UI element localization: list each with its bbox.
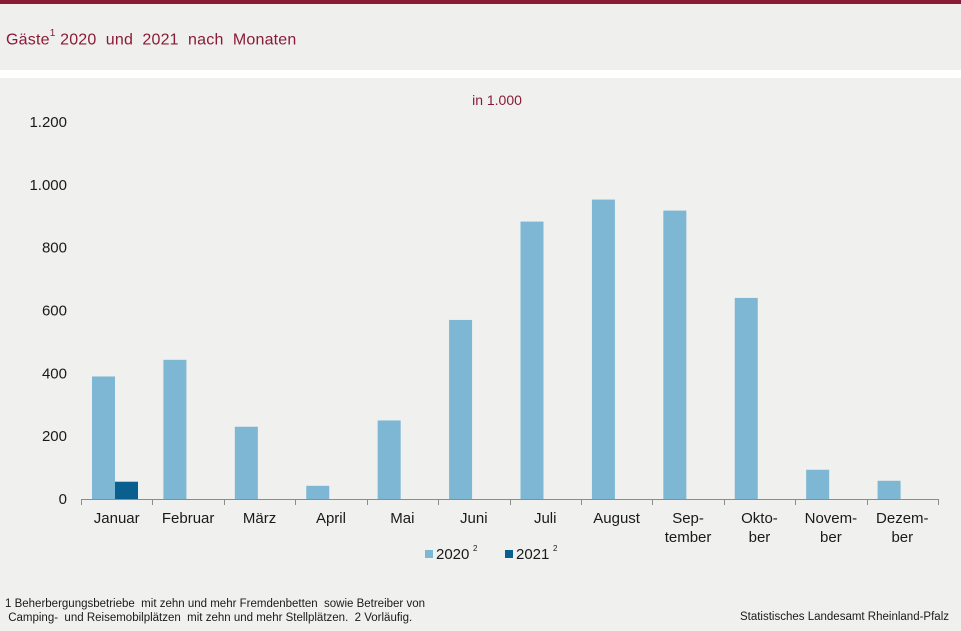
footnote-line-2: Camping- und Reisemobilplätzen mit zehn … [5, 612, 413, 624]
x-tick-label: ber [891, 529, 913, 546]
title-text-rest: 2020 und 2021 nach Monaten [55, 31, 297, 49]
x-tick-label: Februar [162, 510, 215, 527]
title-footnote-marker: 1 [49, 28, 56, 39]
x-tick-label: ber [749, 529, 771, 546]
bar-2020-10 [806, 469, 830, 499]
y-tick-label: 800 [42, 240, 67, 257]
x-tick-label: Dezem- [876, 510, 929, 527]
x-tick-label: August [593, 510, 641, 527]
bar-2020-7 [591, 199, 615, 499]
bar-2020-2 [234, 426, 258, 499]
bar-2020-8 [663, 210, 687, 499]
bar-2020-1 [163, 359, 187, 499]
x-tick-label: April [316, 510, 346, 527]
bar-2020-9 [734, 297, 758, 499]
bar-2020-0 [92, 376, 115, 499]
y-tick-label: 400 [42, 365, 67, 382]
bar-2020-3 [306, 485, 330, 499]
title-bar: Gäste1 2020 und 2021 nach Monaten [0, 4, 961, 70]
x-tick-label: tember [665, 529, 712, 546]
chart-area: in 1.000 0 200 400 600 800 1.000 1.200 Januar Feb… [0, 78, 961, 631]
bar-2020-5 [449, 319, 473, 499]
x-tick-label: Okto- [741, 510, 778, 527]
footnote: 1 Beherbergungsbetriebe mit zehn und meh… [5, 597, 525, 625]
x-tick-label: Novem- [805, 510, 858, 527]
legend-sup-2021: 2 [553, 544, 558, 553]
legend-label-2021: 2021 [516, 546, 549, 563]
legend-label-2020: 2020 [436, 546, 469, 563]
title-text: Gäste [6, 31, 50, 49]
top-rule [0, 0, 961, 4]
y-tick-label: 1.000 [29, 177, 67, 194]
x-tick-label: Januar [94, 510, 140, 527]
bar-chart: in 1.000 0 200 400 600 800 1.000 1.200 Januar Feb… [29, 92, 939, 563]
separator [0, 70, 961, 78]
x-tick-label: Mai [390, 510, 414, 527]
x-tick-label: Juni [460, 510, 488, 527]
source-label: Statistisches Landesamt Rheinland-Pfalz [739, 611, 949, 623]
y-tick-label: 600 [42, 303, 67, 320]
y-tick-label: 1.200 [29, 114, 67, 131]
y-tick-label: 200 [42, 428, 67, 445]
x-tick-label: März [243, 510, 276, 527]
x-tick-label: Sep- [672, 510, 704, 527]
y-tick-label: 0 [59, 491, 67, 508]
bar-2021-0 [115, 481, 138, 499]
legend-swatch-2021 [505, 550, 513, 558]
x-tick-label: Juli [534, 510, 557, 527]
x-tick-label: ber [820, 529, 842, 546]
page-title: Gäste1 2020 und 2021 nach Monaten [6, 28, 297, 49]
unit-label: in 1.000 [472, 92, 522, 108]
footnote-line-1: 1 Beherbergungsbetriebe mit zehn und meh… [5, 598, 425, 610]
legend-swatch-2020 [425, 550, 433, 558]
bar-2020-11 [877, 480, 901, 499]
bar-2020-6 [520, 221, 544, 500]
legend-sup-2020: 2 [473, 544, 478, 553]
bar-2020-4 [377, 420, 401, 499]
